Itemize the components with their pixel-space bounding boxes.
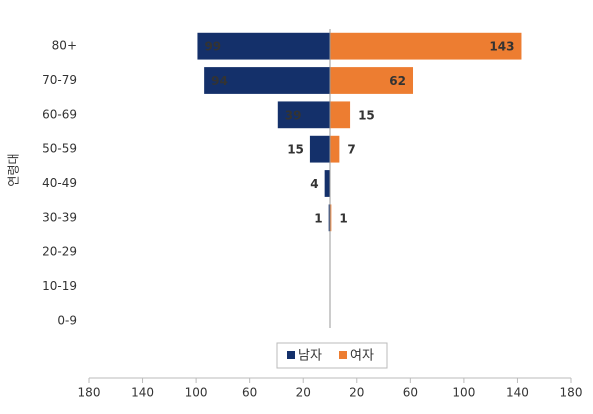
x-tick-label: 60 <box>403 386 418 400</box>
y-tick-label: 40-49 <box>42 176 77 190</box>
data-label: 62 <box>389 74 406 88</box>
data-label: 39 <box>285 108 302 122</box>
x-tick-label: 100 <box>452 386 475 400</box>
bar <box>204 67 330 94</box>
x-tick-label: 140 <box>506 386 529 400</box>
x-tick-label: 20 <box>349 386 364 400</box>
bar <box>277 101 330 129</box>
data-label: 4 <box>310 177 318 191</box>
bar <box>330 101 351 129</box>
legend-box <box>276 342 388 369</box>
x-tick-label: 180 <box>78 386 101 400</box>
legend-label: 여자 <box>350 349 374 364</box>
bar <box>324 170 330 197</box>
y-tick-label: 0-9 <box>57 313 77 327</box>
data-label: 99 <box>204 40 221 54</box>
bar <box>330 204 332 232</box>
data-label: 1 <box>314 211 322 225</box>
bar <box>197 32 330 60</box>
data-label: 94 <box>211 74 228 88</box>
data-label: 7 <box>347 143 355 157</box>
y-tick-label: 30-39 <box>42 210 77 224</box>
bar <box>328 204 330 232</box>
legend-label: 남자 <box>298 349 322 364</box>
x-tick-label: 100 <box>185 386 208 400</box>
legend-swatch <box>287 351 295 359</box>
x-tick-label: 140 <box>131 386 154 400</box>
y-tick-label: 60-69 <box>42 107 77 121</box>
bar <box>330 67 414 94</box>
y-tick-label: 10-19 <box>42 279 77 293</box>
legend-swatch <box>339 351 347 359</box>
x-tick-label: 20 <box>296 386 311 400</box>
y-tick-label: 50-59 <box>42 142 77 156</box>
x-tick-label: 60 <box>242 386 257 400</box>
y-tick-label: 70-79 <box>42 73 77 87</box>
data-label: 15 <box>358 108 375 122</box>
data-label: 15 <box>287 143 304 157</box>
x-tick-label: 180 <box>560 386 583 400</box>
data-label: 1 <box>339 211 347 225</box>
y-axis-label: 연령대 <box>7 153 21 186</box>
bar <box>330 32 522 60</box>
data-label: 143 <box>489 40 514 54</box>
bar <box>309 135 330 163</box>
bar <box>330 135 340 163</box>
y-tick-label: 20-29 <box>42 245 77 259</box>
y-tick-label: 80+ <box>52 39 77 53</box>
